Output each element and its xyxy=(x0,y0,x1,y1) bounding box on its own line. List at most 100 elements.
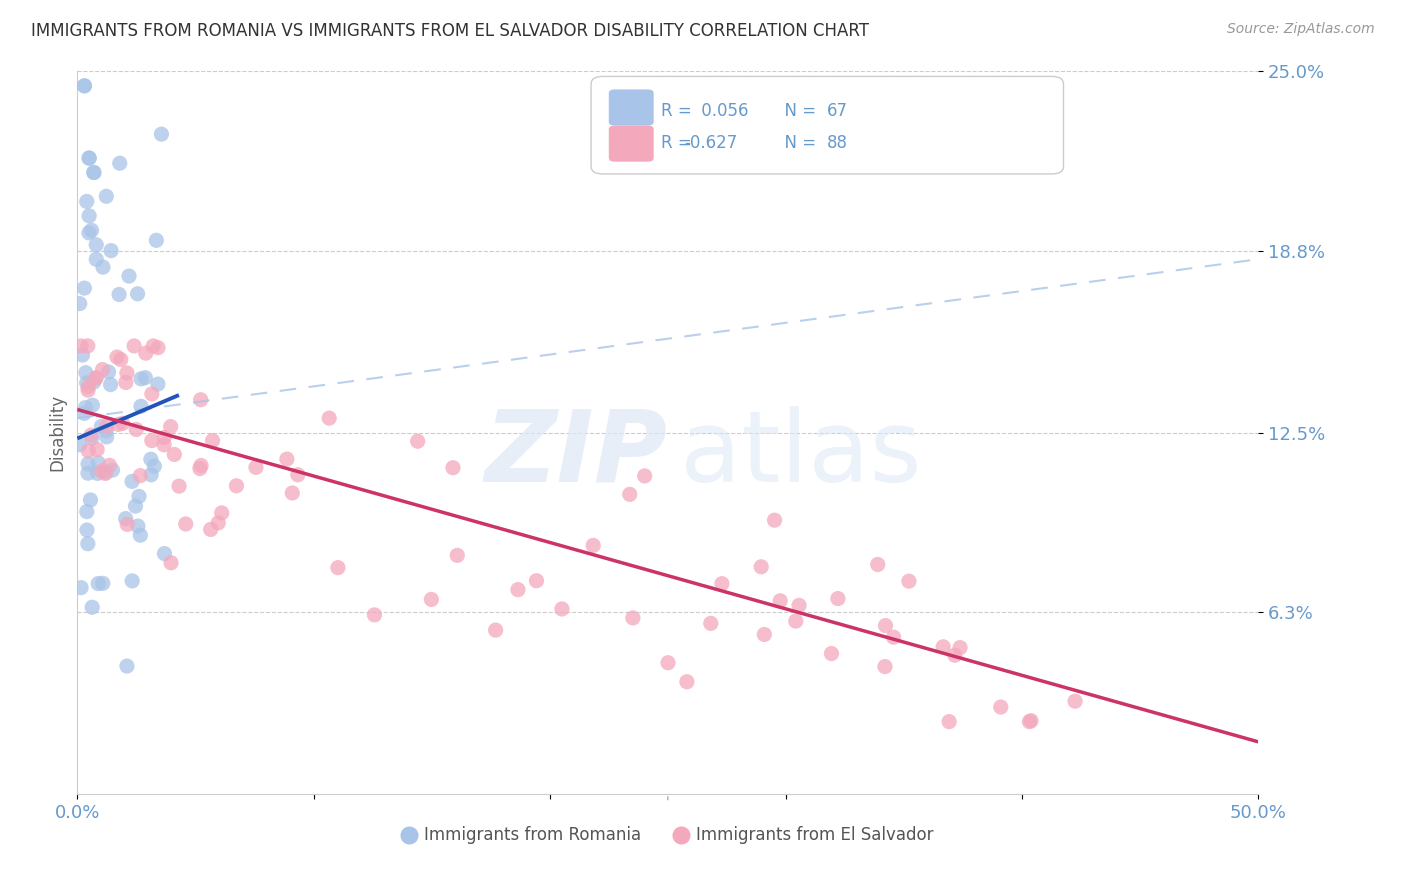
Point xyxy=(883,630,905,644)
Point xyxy=(146,341,169,355)
Point xyxy=(657,656,679,670)
Text: R =: R = xyxy=(661,134,697,153)
Point xyxy=(110,352,132,367)
Point xyxy=(763,513,786,527)
Point xyxy=(326,560,349,574)
Point xyxy=(96,419,118,434)
Text: -0.627: -0.627 xyxy=(685,134,738,153)
Point xyxy=(73,281,96,295)
Point xyxy=(188,461,211,475)
Point xyxy=(129,528,152,542)
Point xyxy=(363,607,385,622)
Point xyxy=(769,594,792,608)
Text: Source: ZipAtlas.com: Source: ZipAtlas.com xyxy=(1227,22,1375,37)
Point xyxy=(94,467,117,481)
Point xyxy=(201,434,224,448)
Point xyxy=(108,287,131,301)
Point xyxy=(107,417,129,432)
Point xyxy=(1019,714,1042,728)
Point xyxy=(207,516,229,530)
Point xyxy=(153,430,176,444)
Text: N =: N = xyxy=(775,102,821,120)
Point xyxy=(84,371,107,385)
Point xyxy=(77,457,100,471)
Point xyxy=(949,640,972,655)
Point xyxy=(142,339,165,353)
Point xyxy=(73,78,96,93)
Point xyxy=(97,365,120,379)
Point xyxy=(153,438,176,452)
Point xyxy=(115,376,138,390)
Point xyxy=(121,475,143,489)
Point xyxy=(69,438,91,452)
Point xyxy=(139,452,162,467)
Point xyxy=(287,467,309,482)
FancyBboxPatch shape xyxy=(591,77,1063,174)
Point xyxy=(281,486,304,500)
Point xyxy=(875,618,897,632)
Point xyxy=(76,376,98,390)
Point xyxy=(114,511,136,525)
Point xyxy=(77,151,100,165)
Point xyxy=(141,387,163,401)
Text: IMMIGRANTS FROM ROMANIA VS IMMIGRANTS FROM EL SALVADOR DISABILITY CORRELATION CH: IMMIGRANTS FROM ROMANIA VS IMMIGRANTS FR… xyxy=(31,22,869,40)
Point xyxy=(72,348,94,362)
Point xyxy=(990,700,1012,714)
Point xyxy=(87,456,110,470)
Point xyxy=(932,640,955,654)
Point xyxy=(83,165,105,179)
FancyBboxPatch shape xyxy=(609,89,654,126)
Point xyxy=(75,401,97,415)
Point xyxy=(96,430,118,444)
Point xyxy=(73,406,96,420)
Point xyxy=(115,659,138,673)
Point xyxy=(1018,714,1040,729)
Point xyxy=(160,556,183,570)
Point xyxy=(754,627,776,641)
Point xyxy=(551,602,574,616)
Point xyxy=(446,549,468,563)
Point xyxy=(115,366,138,380)
Point xyxy=(245,460,267,475)
Point xyxy=(79,492,101,507)
Point xyxy=(98,458,121,473)
Point xyxy=(621,611,644,625)
Text: 0.056: 0.056 xyxy=(696,102,748,120)
Point xyxy=(190,458,212,473)
Point xyxy=(676,674,699,689)
Point xyxy=(619,487,641,501)
Point xyxy=(873,659,896,673)
Point xyxy=(83,165,105,179)
Point xyxy=(80,223,103,237)
Point xyxy=(190,392,212,407)
Text: 88: 88 xyxy=(827,134,848,153)
Point xyxy=(94,465,117,479)
Point xyxy=(420,592,443,607)
Point xyxy=(128,489,150,503)
Point xyxy=(101,463,124,477)
Point xyxy=(80,428,103,442)
Point xyxy=(174,516,197,531)
Point xyxy=(135,346,157,360)
Point xyxy=(897,574,920,589)
Point xyxy=(318,411,340,425)
Y-axis label: Disability: Disability xyxy=(48,394,66,471)
Point xyxy=(700,616,723,631)
Point xyxy=(76,339,98,353)
Point xyxy=(129,372,152,386)
Point xyxy=(145,233,167,247)
Point xyxy=(127,519,149,533)
Point xyxy=(146,377,169,392)
Text: atlas: atlas xyxy=(679,406,921,503)
Point xyxy=(100,377,122,392)
Point xyxy=(827,591,849,606)
Point xyxy=(276,452,298,467)
Text: N =: N = xyxy=(775,134,821,153)
Point xyxy=(124,499,146,513)
Point xyxy=(90,464,112,478)
Point xyxy=(111,417,134,431)
Point xyxy=(153,547,176,561)
Point xyxy=(96,189,118,203)
Point xyxy=(87,576,110,591)
Point xyxy=(100,244,122,258)
